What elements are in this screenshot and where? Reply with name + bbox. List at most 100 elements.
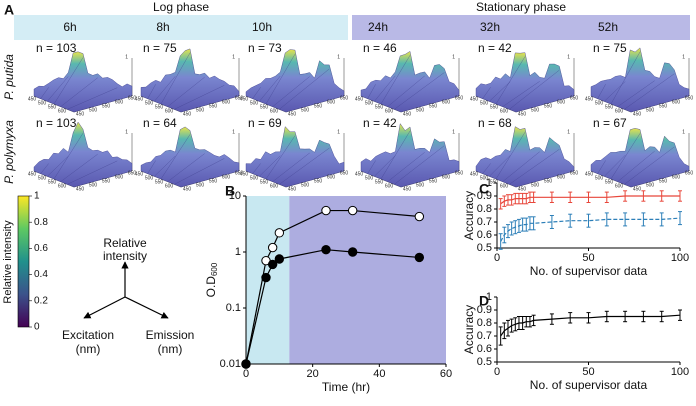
surface-tick: 550	[659, 103, 668, 109]
sample-count: n = 68	[478, 116, 512, 130]
sample-count: n = 67	[593, 116, 627, 130]
surface-mesh	[167, 76, 205, 107]
surface-tick: 650	[235, 95, 244, 101]
surface-tick: 550	[102, 178, 111, 184]
surface-tick: 550	[605, 179, 614, 185]
surface-tick: 550	[209, 103, 218, 109]
sample-count: n = 103	[36, 41, 77, 55]
y-tick-label: 1	[235, 246, 241, 258]
surface-tick: 450	[518, 111, 527, 117]
surface-mesh	[380, 130, 411, 180]
surface-tick: 650	[455, 95, 464, 101]
surface-tick: 450	[135, 171, 144, 177]
surface-mesh	[387, 152, 425, 182]
surface-tick: 650	[340, 170, 349, 176]
surface-tick: 600	[500, 183, 509, 189]
surface-tick: 650	[128, 170, 137, 176]
surface-mesh	[495, 56, 526, 105]
surface	[245, 126, 345, 188]
surface-tick: 450	[183, 186, 192, 192]
data-point	[321, 205, 331, 216]
surface-tick: 600	[327, 174, 336, 180]
axis-key-label: Emission	[146, 328, 195, 342]
surface-tick: 550	[48, 104, 57, 110]
surface-tick: 600	[115, 99, 124, 105]
surface-tick: 650	[128, 95, 137, 101]
surface-mesh	[367, 84, 376, 99]
data-line	[500, 195, 680, 205]
surface-tick: 500	[646, 107, 655, 113]
y-tick-label: 0.9	[477, 190, 492, 202]
y-tick-label: 0.7	[477, 216, 492, 228]
surface-mesh	[610, 133, 641, 180]
species-label: P. polymyxa	[2, 120, 16, 184]
colorbar-tick-label: 0.2	[34, 295, 48, 306]
surface-tick: 1	[682, 54, 685, 60]
surface-tick: 500	[595, 100, 604, 106]
surface-tick: 1	[682, 129, 685, 135]
surface-tick: 550	[605, 104, 614, 110]
surface-tick: 550	[375, 179, 384, 185]
surface-tick: 450	[633, 186, 642, 192]
time-label: 6h	[63, 20, 76, 34]
sample-count: n = 42	[363, 116, 397, 130]
surface-tick: 550	[490, 179, 499, 185]
time-label: 32h	[480, 20, 500, 34]
y-axis-title: Accuracy	[462, 191, 476, 240]
surface-tick: 600	[58, 108, 67, 114]
surface-mesh	[160, 134, 191, 180]
y-tick-label: 0.7	[477, 330, 492, 342]
data-point	[274, 228, 285, 238]
surface-tick: 550	[429, 178, 438, 184]
surface-tick: 1	[452, 54, 455, 60]
surface-tick: 600	[557, 99, 566, 105]
surface-tick: 550	[544, 103, 553, 109]
surface-mesh	[482, 163, 491, 174]
surface-mesh	[167, 153, 205, 182]
surface-mesh	[624, 146, 675, 185]
surface-tick: 450	[355, 96, 364, 102]
surface-tick: 600	[165, 183, 174, 189]
colorbar-tick-label: 0.4	[34, 269, 48, 280]
data-point	[414, 252, 425, 263]
surface-mesh	[502, 81, 540, 107]
x-axis-title: No. of supervisor data	[530, 378, 648, 392]
surface-tick: 600	[385, 183, 394, 189]
surface-tick: 500	[480, 175, 489, 181]
surface-mesh	[147, 84, 156, 99]
surface-mesh	[252, 163, 261, 174]
surface-mesh	[394, 145, 445, 185]
surface-tick: 450	[288, 186, 297, 192]
surface-tick: 500	[38, 175, 47, 181]
surface-tick: 550	[260, 179, 269, 185]
surface-tick: 650	[685, 95, 694, 101]
x-tick-label: 100	[671, 366, 689, 378]
surface-mesh	[610, 51, 641, 105]
surface-mesh	[279, 147, 330, 185]
sample-count: n = 42	[478, 41, 512, 55]
surface-mesh	[53, 133, 84, 180]
axis-key-label: (nm)	[158, 342, 183, 356]
surface-tick: 600	[557, 174, 566, 180]
x-tick-label: 50	[582, 366, 594, 378]
time-label: 52h	[598, 20, 618, 34]
y-tick-label: 0.6	[477, 343, 492, 355]
time-label: 8h	[156, 20, 169, 34]
surface-tick: 1	[567, 129, 570, 135]
surface-tick: 500	[531, 107, 540, 113]
data-point	[267, 259, 278, 270]
panel-label: A	[4, 2, 14, 18]
surface-tick: 550	[314, 178, 323, 184]
sample-count: n = 75	[593, 41, 627, 55]
surface-tick: 450	[135, 96, 144, 102]
surface-mesh	[174, 85, 225, 110]
y-tick-label: 0.8	[477, 203, 492, 215]
surface-tick: 500	[145, 100, 154, 106]
surface-tick: 600	[222, 174, 231, 180]
surface-mesh	[147, 160, 156, 174]
